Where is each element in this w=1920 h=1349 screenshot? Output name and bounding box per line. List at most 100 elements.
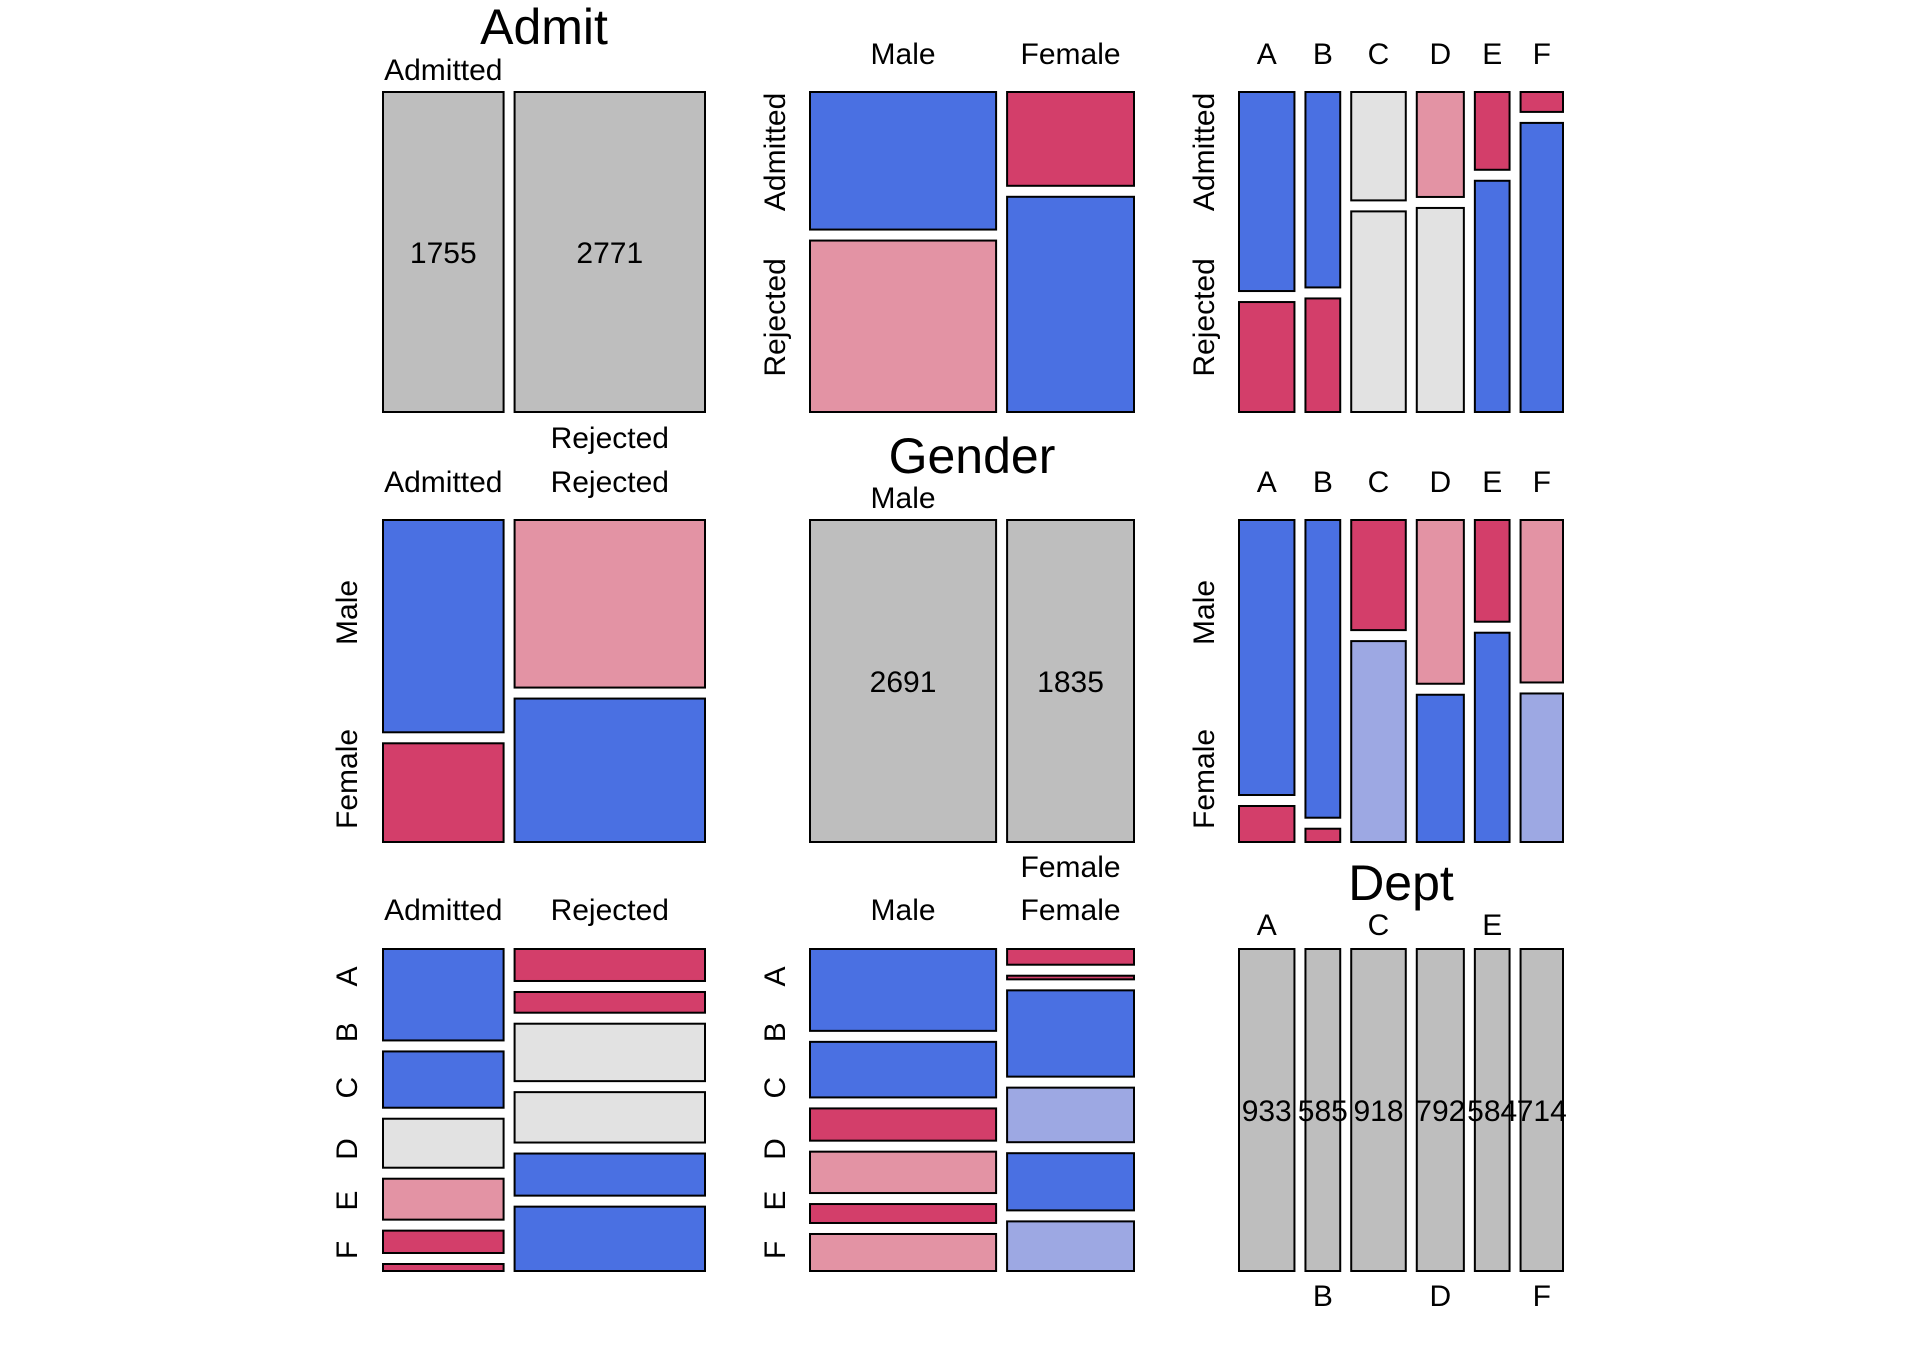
tile-admit-gender-Rejected-Male bbox=[513, 519, 707, 689]
tile-admit-dept-Rejected-A bbox=[513, 948, 707, 982]
tile-admit-gender-Rejected-Female bbox=[513, 697, 707, 843]
row-label-admit-gender-Female: Female bbox=[331, 729, 364, 829]
col-label-admit-gender-Rejected: Rejected bbox=[551, 466, 669, 499]
tile-admit-dept-Rejected-C bbox=[513, 1022, 707, 1083]
tile-gender-dept-Female-C bbox=[1006, 989, 1135, 1078]
tile-dept-admit-E-Admitted bbox=[1473, 91, 1511, 171]
tile-admit-dept-Rejected-E bbox=[513, 1152, 707, 1197]
count-label-dept-B: 585 bbox=[1298, 1095, 1348, 1128]
tile-gender-dept-Female-F bbox=[1006, 1220, 1135, 1272]
col-label-dept-admit-F: F bbox=[1533, 38, 1551, 71]
row-label-gender-admit-Admitted: Admitted bbox=[759, 93, 792, 211]
count-label-admit-Rejected: 2771 bbox=[576, 237, 643, 270]
diag-level-bottom-admit-Rejected: Rejected bbox=[551, 422, 669, 455]
diag-bar-admit-Rejected bbox=[513, 91, 707, 413]
col-label-admit-dept-Rejected: Rejected bbox=[551, 894, 669, 927]
count-label-gender-Male: 2691 bbox=[870, 666, 937, 699]
variable-title-dept: Dept bbox=[1348, 855, 1454, 911]
tile-dept-admit-A-Admitted bbox=[1238, 91, 1296, 293]
col-label-dept-gender-D: D bbox=[1429, 466, 1451, 499]
col-label-admit-dept-Admitted: Admitted bbox=[384, 894, 502, 927]
col-label-gender-admit-Male: Male bbox=[871, 38, 936, 71]
col-label-dept-gender-E: E bbox=[1482, 466, 1502, 499]
row-label-admit-dept-A: A bbox=[331, 967, 364, 987]
col-label-dept-admit-D: D bbox=[1429, 38, 1451, 71]
tile-gender-admit-Male-Admitted bbox=[809, 91, 998, 231]
row-label-gender-dept-C: C bbox=[759, 1077, 792, 1099]
tile-gender-dept-Male-D bbox=[809, 1150, 998, 1195]
tile-gender-dept-Female-E bbox=[1006, 1152, 1135, 1212]
count-label-gender-Female: 1835 bbox=[1037, 666, 1104, 699]
row-label-admit-dept-B: B bbox=[331, 1022, 364, 1042]
tile-gender-dept-Male-F bbox=[809, 1232, 998, 1273]
diag-bar-dept-E bbox=[1473, 948, 1511, 1272]
tile-admit-dept-Rejected-B bbox=[513, 990, 707, 1014]
tile-admit-gender-Admitted-Female bbox=[382, 742, 505, 844]
tile-dept-gender-E-Male bbox=[1473, 519, 1511, 623]
tile-dept-admit-F-Admitted bbox=[1519, 91, 1564, 113]
diag-level-top-dept-C: C bbox=[1368, 909, 1390, 942]
diag-level-bottom-dept-D: D bbox=[1429, 1280, 1451, 1313]
row-label-admit-dept-C: C bbox=[331, 1077, 364, 1099]
count-label-dept-D: 792 bbox=[1415, 1095, 1465, 1128]
row-label-gender-dept-A: A bbox=[759, 967, 792, 987]
row-label-gender-dept-B: B bbox=[759, 1022, 792, 1042]
tile-dept-admit-A-Rejected bbox=[1238, 301, 1296, 413]
tile-gender-dept-Male-A bbox=[809, 948, 998, 1032]
tile-admit-dept-Admitted-F bbox=[382, 1263, 505, 1272]
diag-level-top-dept-A: A bbox=[1257, 909, 1277, 942]
col-label-dept-gender-F: F bbox=[1533, 466, 1551, 499]
tile-gender-dept-Female-D bbox=[1006, 1086, 1135, 1144]
tile-admit-gender-Admitted-Male bbox=[382, 519, 505, 734]
tile-dept-admit-B-Rejected bbox=[1304, 297, 1342, 413]
tile-dept-gender-D-Male bbox=[1415, 519, 1465, 685]
col-label-gender-dept-Male: Male bbox=[871, 894, 936, 927]
diag-bar-dept-C bbox=[1350, 948, 1407, 1272]
count-label-dept-F: 714 bbox=[1517, 1095, 1567, 1128]
tile-dept-gender-C-Male bbox=[1350, 519, 1407, 632]
count-label-dept-C: 918 bbox=[1353, 1095, 1403, 1128]
tile-gender-dept-Female-A bbox=[1006, 948, 1135, 966]
diag-level-bottom-dept-F: F bbox=[1533, 1280, 1551, 1313]
tile-dept-gender-F-Male bbox=[1519, 519, 1564, 684]
tile-dept-admit-F-Rejected bbox=[1519, 121, 1564, 413]
tile-dept-gender-B-Male bbox=[1304, 519, 1342, 819]
tile-gender-dept-Male-C bbox=[809, 1107, 998, 1142]
tile-admit-dept-Admitted-B bbox=[382, 1050, 505, 1109]
tile-dept-gender-A-Male bbox=[1238, 519, 1296, 796]
diag-bar-dept-F bbox=[1519, 948, 1564, 1272]
col-label-dept-admit-A: A bbox=[1257, 38, 1277, 71]
diag-level-top-gender-Male: Male bbox=[871, 482, 936, 515]
diag-bar-dept-D bbox=[1415, 948, 1465, 1272]
tile-dept-gender-D-Female bbox=[1415, 693, 1465, 843]
diag-bar-gender-Female bbox=[1006, 519, 1135, 843]
tile-dept-admit-B-Admitted bbox=[1304, 91, 1342, 289]
tile-admit-dept-Rejected-F bbox=[513, 1205, 707, 1272]
row-label-gender-admit-Rejected: Rejected bbox=[759, 258, 792, 376]
tile-dept-gender-C-Female bbox=[1350, 640, 1407, 844]
row-label-dept-admit-Admitted: Admitted bbox=[1188, 93, 1221, 211]
row-label-admit-dept-F: F bbox=[331, 1241, 364, 1259]
tile-gender-admit-Male-Rejected bbox=[809, 239, 998, 413]
diag-level-bottom-gender-Female: Female bbox=[1021, 851, 1121, 884]
count-label-admit-Admitted: 1755 bbox=[410, 237, 477, 270]
row-label-dept-admit-Rejected: Rejected bbox=[1188, 258, 1221, 376]
variable-title-admit: Admit bbox=[480, 0, 608, 55]
diag-bar-gender-Male bbox=[809, 519, 998, 843]
tile-gender-admit-Female-Admitted bbox=[1006, 91, 1135, 187]
diag-level-top-dept-E: E bbox=[1482, 909, 1502, 942]
diag-level-top-admit-Admitted: Admitted bbox=[384, 54, 502, 87]
tile-dept-admit-E-Rejected bbox=[1473, 179, 1511, 413]
diag-level-bottom-dept-B: B bbox=[1313, 1280, 1333, 1313]
tile-dept-admit-C-Admitted bbox=[1350, 91, 1407, 202]
tile-dept-admit-D-Rejected bbox=[1415, 206, 1465, 413]
tile-admit-dept-Admitted-E bbox=[382, 1229, 505, 1255]
col-label-dept-admit-C: C bbox=[1368, 38, 1390, 71]
diag-bar-admit-Admitted bbox=[382, 91, 505, 413]
count-label-dept-E: 584 bbox=[1467, 1095, 1517, 1128]
col-label-dept-admit-B: B bbox=[1313, 38, 1333, 71]
row-label-gender-dept-F: F bbox=[759, 1241, 792, 1259]
variable-title-gender: Gender bbox=[889, 428, 1056, 484]
row-label-gender-dept-E: E bbox=[759, 1191, 792, 1211]
